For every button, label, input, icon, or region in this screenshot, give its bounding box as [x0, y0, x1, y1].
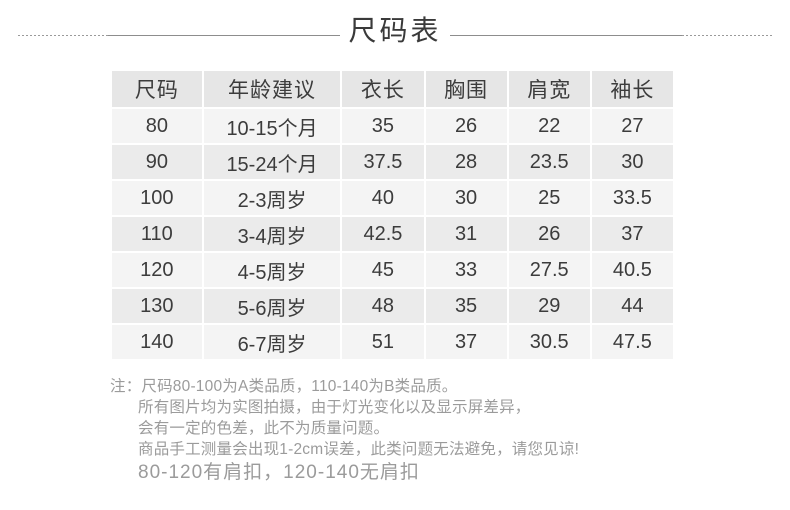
- note-line-color-disclaimer: 会有一定的色差，此不为质量问题。: [138, 420, 390, 437]
- cell-age: 10-15个月: [203, 109, 341, 143]
- cell-age: 5-6周岁: [203, 289, 341, 323]
- column-header-sleeve: 袖长: [591, 71, 673, 107]
- column-header-shoulder: 肩宽: [508, 71, 590, 107]
- cell-sleeve: 40.5: [591, 253, 673, 287]
- cell-shoulder: 30.5: [508, 325, 590, 359]
- cell-bust: 31: [425, 217, 507, 251]
- note-line-shoulder-button: 80-120有肩扣，120-140无肩扣: [138, 462, 420, 483]
- cell-sleeve: 47.5: [591, 325, 673, 359]
- solid-rule-icon: [450, 35, 682, 36]
- size-table-wrapper: 尺码 年龄建议 衣长 胸围 肩宽 袖长 80 10-15个月 35 26 22 …: [110, 69, 675, 361]
- table-header-row: 尺码 年龄建议 衣长 胸围 肩宽 袖长: [112, 71, 673, 107]
- table-row: 100 2-3周岁 40 30 25 33.5: [112, 181, 673, 215]
- cell-size: 130: [112, 289, 202, 323]
- cell-bust: 28: [425, 145, 507, 179]
- table-header: 尺码 年龄建议 衣长 胸围 肩宽 袖长: [112, 71, 673, 107]
- column-header-age: 年龄建议: [203, 71, 341, 107]
- table-row: 120 4-5周岁 45 33 27.5 40.5: [112, 253, 673, 287]
- cell-bust: 33: [425, 253, 507, 287]
- cell-size: 100: [112, 181, 202, 215]
- cell-shoulder: 22: [508, 109, 590, 143]
- cell-sleeve: 27: [591, 109, 673, 143]
- cell-age: 6-7周岁: [203, 325, 341, 359]
- cell-length: 40: [342, 181, 424, 215]
- cell-bust: 35: [425, 289, 507, 323]
- cell-length: 37.5: [342, 145, 424, 179]
- cell-size: 140: [112, 325, 202, 359]
- cell-age: 15-24个月: [203, 145, 341, 179]
- title-decoration-left: [18, 35, 340, 36]
- dotted-rule-icon: [18, 35, 108, 36]
- column-header-bust: 胸围: [425, 71, 507, 107]
- page-title: 尺码表: [348, 15, 442, 46]
- cell-age: 4-5周岁: [203, 253, 341, 287]
- cell-size: 90: [112, 145, 202, 179]
- footer-notes: 注：尺码80-100为A类品质，110-140为B类品质。 所有图片均为实图拍摄…: [110, 376, 750, 486]
- note-line-photo-disclaimer: 所有图片均为实图拍摄，由于灯光变化以及显示屏差异，: [138, 399, 531, 416]
- table-row: 130 5-6周岁 48 35 29 44: [112, 289, 673, 323]
- table-row: 90 15-24个月 37.5 28 23.5 30: [112, 145, 673, 179]
- note-line-measure-tolerance: 商品手工测量会出现1-2cm误差，此类问题无法避免，请您见谅!: [138, 441, 580, 458]
- cell-sleeve: 30: [591, 145, 673, 179]
- cell-sleeve: 37: [591, 217, 673, 251]
- cell-shoulder: 23.5: [508, 145, 590, 179]
- table-row: 110 3-4周岁 42.5 31 26 37: [112, 217, 673, 251]
- cell-size: 120: [112, 253, 202, 287]
- table-row: 80 10-15个月 35 26 22 27: [112, 109, 673, 143]
- cell-length: 51: [342, 325, 424, 359]
- cell-shoulder: 26: [508, 217, 590, 251]
- table-row: 140 6-7周岁 51 37 30.5 47.5: [112, 325, 673, 359]
- cell-bust: 37: [425, 325, 507, 359]
- note-line-quality-grade: 注：尺码80-100为A类品质，110-140为B类品质。: [110, 378, 458, 395]
- cell-shoulder: 25: [508, 181, 590, 215]
- cell-size: 110: [112, 217, 202, 251]
- title-block: 尺码表: [0, 0, 790, 62]
- cell-age: 2-3周岁: [203, 181, 341, 215]
- table-body: 80 10-15个月 35 26 22 27 90 15-24个月 37.5 2…: [112, 109, 673, 359]
- solid-rule-icon: [108, 35, 340, 36]
- cell-bust: 26: [425, 109, 507, 143]
- cell-shoulder: 29: [508, 289, 590, 323]
- cell-length: 35: [342, 109, 424, 143]
- cell-length: 48: [342, 289, 424, 323]
- cell-size: 80: [112, 109, 202, 143]
- cell-bust: 30: [425, 181, 507, 215]
- column-header-size: 尺码: [112, 71, 202, 107]
- cell-sleeve: 33.5: [591, 181, 673, 215]
- title-decoration-right: [450, 35, 772, 36]
- dotted-rule-icon: [682, 35, 772, 36]
- column-header-length: 衣长: [342, 71, 424, 107]
- size-table: 尺码 年龄建议 衣长 胸围 肩宽 袖长 80 10-15个月 35 26 22 …: [110, 69, 675, 361]
- cell-sleeve: 44: [591, 289, 673, 323]
- cell-age: 3-4周岁: [203, 217, 341, 251]
- cell-shoulder: 27.5: [508, 253, 590, 287]
- cell-length: 42.5: [342, 217, 424, 251]
- cell-length: 45: [342, 253, 424, 287]
